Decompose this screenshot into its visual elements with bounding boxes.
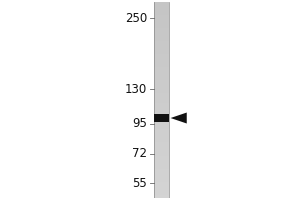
Bar: [154, 113, 169, 116]
Bar: [154, 103, 169, 107]
Bar: [154, 159, 169, 162]
Bar: [154, 152, 169, 156]
Bar: [154, 25, 169, 28]
Bar: [154, 9, 169, 12]
Bar: [154, 188, 169, 191]
Bar: [154, 165, 169, 169]
Bar: [154, 15, 169, 18]
Bar: [154, 54, 169, 58]
Bar: [154, 77, 169, 80]
Bar: [154, 146, 169, 149]
Bar: [154, 71, 169, 74]
Bar: [154, 120, 169, 123]
Bar: [154, 149, 169, 152]
Bar: [154, 84, 169, 87]
Text: 130: 130: [125, 83, 147, 96]
Bar: [154, 38, 169, 41]
Bar: [154, 44, 169, 48]
Bar: [154, 116, 169, 120]
Bar: [154, 93, 169, 97]
Bar: [154, 5, 169, 9]
Bar: [154, 156, 169, 159]
Bar: [154, 142, 169, 146]
Bar: [154, 172, 169, 175]
Bar: [154, 185, 169, 188]
Text: 72: 72: [132, 147, 147, 160]
Bar: [154, 35, 169, 38]
Bar: [154, 22, 169, 25]
Bar: [154, 74, 169, 77]
Bar: [154, 162, 169, 165]
Bar: [154, 139, 169, 142]
Bar: [154, 2, 169, 5]
Polygon shape: [171, 113, 187, 124]
Bar: [154, 58, 169, 61]
Bar: [154, 114, 169, 122]
Bar: [154, 61, 169, 64]
Bar: [154, 169, 169, 172]
Bar: [154, 175, 169, 178]
Bar: [154, 123, 169, 126]
Bar: [154, 178, 169, 182]
Bar: [154, 67, 169, 71]
Bar: [154, 100, 169, 103]
Bar: [154, 110, 169, 113]
Bar: [154, 51, 169, 54]
Bar: [154, 80, 169, 84]
Text: 250: 250: [125, 12, 147, 25]
Bar: [154, 41, 169, 44]
Bar: [154, 107, 169, 110]
Bar: [154, 133, 169, 136]
Bar: [154, 48, 169, 51]
Bar: [154, 87, 169, 90]
Bar: [154, 136, 169, 139]
Bar: [154, 18, 169, 22]
Text: 55: 55: [132, 177, 147, 190]
Bar: [154, 97, 169, 100]
Bar: [154, 129, 169, 133]
Bar: [154, 195, 169, 198]
Bar: [154, 126, 169, 129]
Bar: [154, 28, 169, 31]
Bar: [154, 191, 169, 195]
Bar: [154, 64, 169, 67]
Bar: [154, 12, 169, 15]
Bar: [154, 31, 169, 35]
Bar: [154, 182, 169, 185]
Bar: [154, 90, 169, 93]
Text: 95: 95: [132, 117, 147, 130]
